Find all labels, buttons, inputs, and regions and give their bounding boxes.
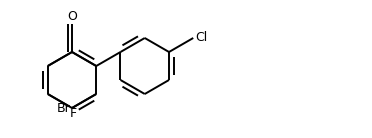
Text: Br: Br bbox=[56, 102, 70, 115]
Text: O: O bbox=[67, 10, 77, 23]
Text: Cl: Cl bbox=[195, 31, 208, 44]
Text: F: F bbox=[69, 107, 77, 120]
